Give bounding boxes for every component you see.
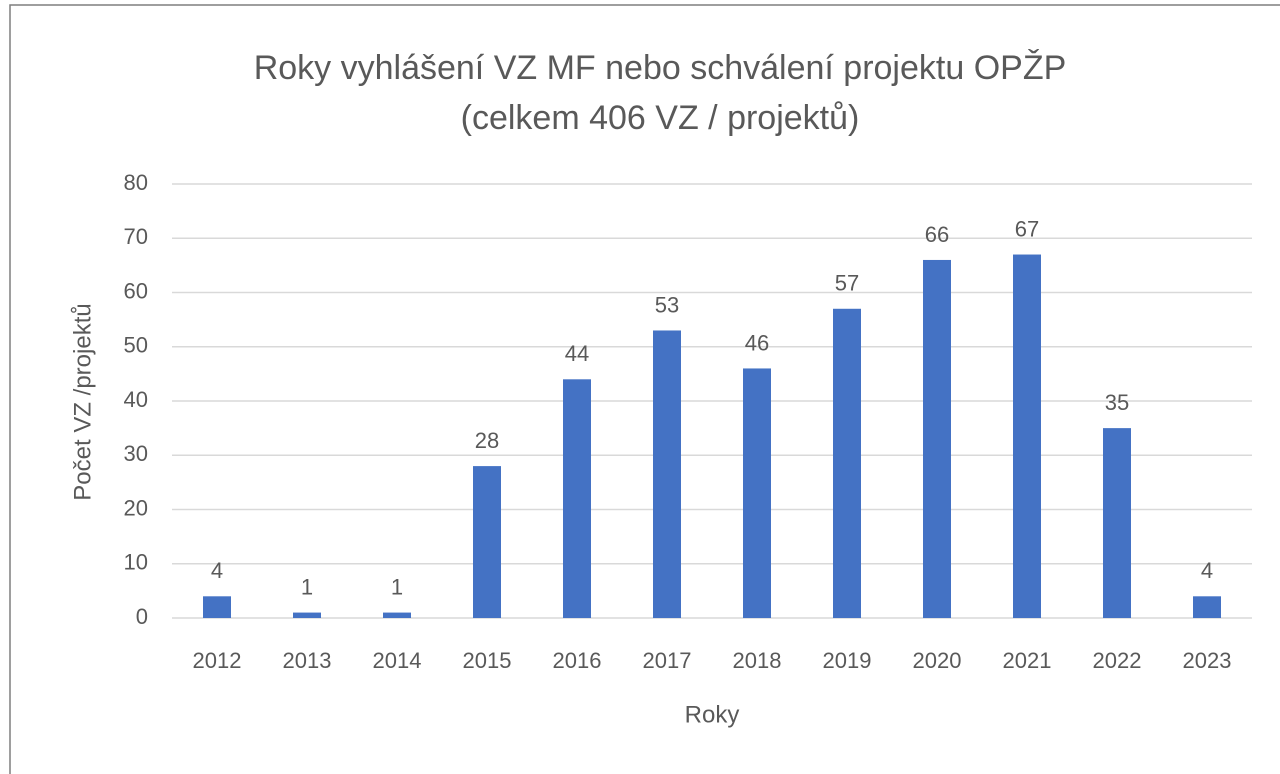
data-label: 53 <box>655 292 679 317</box>
data-label: 67 <box>1015 216 1039 241</box>
x-tick-label: 2017 <box>643 648 692 673</box>
x-tick-label: 2021 <box>1003 648 1052 673</box>
data-label: 4 <box>211 558 223 583</box>
x-tick-label: 2012 <box>193 648 242 673</box>
data-label: 1 <box>391 574 403 599</box>
chart-border <box>9 4 1280 774</box>
bar <box>1013 254 1041 618</box>
bar <box>833 308 861 618</box>
bar <box>1103 428 1131 618</box>
x-tick-label: 2022 <box>1093 648 1142 673</box>
data-label: 57 <box>835 271 859 296</box>
x-tick-label: 2016 <box>553 648 602 673</box>
bar <box>743 368 771 618</box>
y-axis-title: Počet VZ /projektů <box>69 303 96 500</box>
x-tick-label: 2018 <box>733 648 782 673</box>
x-axis-title: Roky <box>685 701 740 728</box>
x-tick-label: 2014 <box>373 648 422 673</box>
data-label: 66 <box>925 222 949 247</box>
y-tick-label: 80 <box>124 170 148 195</box>
y-tick-label: 50 <box>124 333 148 358</box>
y-tick-label: 0 <box>136 604 148 629</box>
bar <box>203 596 231 618</box>
x-tick-label: 2023 <box>1183 648 1232 673</box>
data-label: 44 <box>565 341 589 366</box>
y-tick-label: 10 <box>124 550 148 575</box>
x-tick-label: 2020 <box>913 648 962 673</box>
data-label: 4 <box>1201 558 1213 583</box>
chart-subtitle: (celkem 406 VZ / projektů) <box>461 99 860 137</box>
x-tick-label: 2015 <box>463 648 512 673</box>
y-tick-label: 70 <box>124 224 148 249</box>
chart-title: Roky vyhlášení VZ MF nebo schválení proj… <box>254 49 1067 87</box>
bar <box>653 330 681 618</box>
data-label: 46 <box>745 330 769 355</box>
bar <box>923 259 951 618</box>
y-tick-label: 40 <box>124 387 148 412</box>
bar <box>563 379 591 618</box>
x-tick-label: 2013 <box>283 648 332 673</box>
data-label: 35 <box>1105 390 1129 415</box>
bar <box>473 466 501 618</box>
bar <box>383 612 411 618</box>
y-tick-label: 20 <box>124 495 148 520</box>
data-label: 1 <box>301 574 313 599</box>
bar <box>293 612 321 618</box>
x-tick-label: 2019 <box>823 648 872 673</box>
y-tick-label: 60 <box>124 278 148 303</box>
y-tick-label: 30 <box>124 441 148 466</box>
data-label: 28 <box>475 428 499 453</box>
bar <box>1193 596 1221 618</box>
